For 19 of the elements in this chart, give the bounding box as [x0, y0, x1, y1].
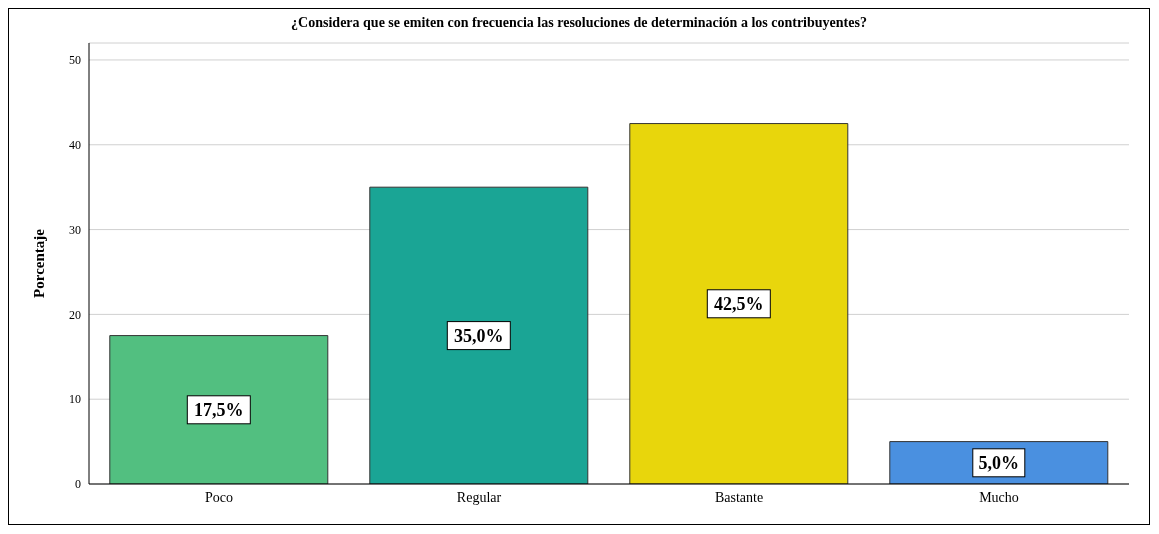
y-tick-label: 50	[69, 53, 81, 68]
bar	[369, 186, 589, 484]
bar	[629, 123, 849, 484]
data-label: 5,0%	[978, 452, 1020, 473]
y-tick-label: 30	[69, 222, 81, 237]
bar	[109, 335, 329, 484]
data-label: 42,5%	[714, 293, 764, 314]
y-axis-title: Porcentaje	[31, 228, 48, 298]
x-tick-label: Regular	[456, 489, 502, 505]
x-tick-label: Bastante	[714, 489, 764, 505]
chart-title: ¿Considera que se emiten con frecuencia las resoluciones de determinación a los contribuyentes?	[290, 15, 868, 31]
y-tick-label: 0	[75, 477, 81, 492]
y-tick-label: 20	[69, 307, 81, 322]
data-label: 17,5%	[194, 399, 244, 420]
data-label: 35,0%	[454, 325, 504, 346]
x-tick-label: Mucho	[979, 489, 1019, 505]
y-tick-label: 40	[69, 138, 81, 153]
y-tick-label: 10	[69, 392, 81, 407]
x-tick-label: Poco	[205, 489, 233, 505]
